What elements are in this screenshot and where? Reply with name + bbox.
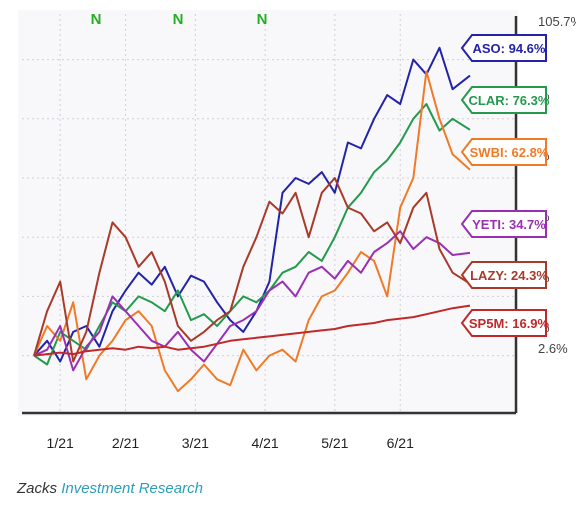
plot-background xyxy=(18,10,518,416)
series-label-text: YETI: 34.7% xyxy=(472,217,546,232)
source-name: Zacks xyxy=(17,480,58,497)
series-line-sp5m xyxy=(33,304,471,357)
investment-research-link[interactable]: Investment Research xyxy=(61,480,203,497)
series-end-labels: ASO: 94.6% CLAR: 76.3% SWBI: 62.8% YETI: 34… xyxy=(460,34,550,337)
event-flag-n: N xyxy=(91,11,102,28)
y-axis-values: 105.7%%%%%%2.6% xyxy=(538,14,576,356)
series-line-aso xyxy=(33,46,471,363)
series-label-clar: CLAR: 76.3% xyxy=(460,86,550,114)
series-label-sp5m: SP5M: 16.9% xyxy=(460,309,550,337)
series-label-text: LAZY: 24.3% xyxy=(470,268,548,283)
source-caption: Zacks Investment Research xyxy=(17,480,203,497)
y-axis-value: 105.7% xyxy=(538,14,576,29)
chart-svg: 1/21 2/21 3/21 4/21 5/21 6/21 N N N 105.7%%%%%%… xyxy=(18,10,576,451)
series-label-box xyxy=(460,309,547,337)
series-label-yeti: YETI: 34.7% xyxy=(460,210,547,238)
series-lines xyxy=(33,46,471,393)
series-label-text: SP5M: 16.9% xyxy=(469,316,550,331)
series-label-box xyxy=(460,34,547,62)
y-axis-value: 2.6% xyxy=(538,341,568,356)
x-tick-label: 4/21 xyxy=(251,435,278,451)
series-label-swbi: SWBI: 62.8% xyxy=(460,138,549,166)
stock-performance-chart: 1/21 2/21 3/21 4/21 5/21 6/21 N N N 105.7%%%%%%… xyxy=(18,10,576,451)
x-tick-label: 1/21 xyxy=(47,435,74,451)
event-flag-n: N xyxy=(173,11,184,28)
series-label-box xyxy=(460,261,547,289)
series-label-box xyxy=(460,86,547,114)
series-label-aso: ASO: 94.6% xyxy=(460,34,547,62)
x-tick-label: 5/21 xyxy=(321,435,348,451)
series-label-text: ASO: 94.6% xyxy=(473,41,546,56)
series-label-lazy: LAZY: 24.3% xyxy=(460,261,548,289)
series-label-text: SWBI: 62.8% xyxy=(470,145,549,160)
series-label-box xyxy=(460,210,547,238)
x-tick-label: 6/21 xyxy=(387,435,414,451)
series-label-box xyxy=(460,138,547,166)
series-line-lazy xyxy=(33,177,471,363)
event-flag-n: N xyxy=(257,11,268,28)
x-axis-ticks: 1/21 2/21 3/21 4/21 5/21 6/21 xyxy=(47,435,415,451)
x-tick-label: 3/21 xyxy=(182,435,209,451)
series-label-text: CLAR: 76.3% xyxy=(469,93,550,108)
series-line-yeti xyxy=(33,230,471,372)
x-tick-label: 2/21 xyxy=(112,435,139,451)
